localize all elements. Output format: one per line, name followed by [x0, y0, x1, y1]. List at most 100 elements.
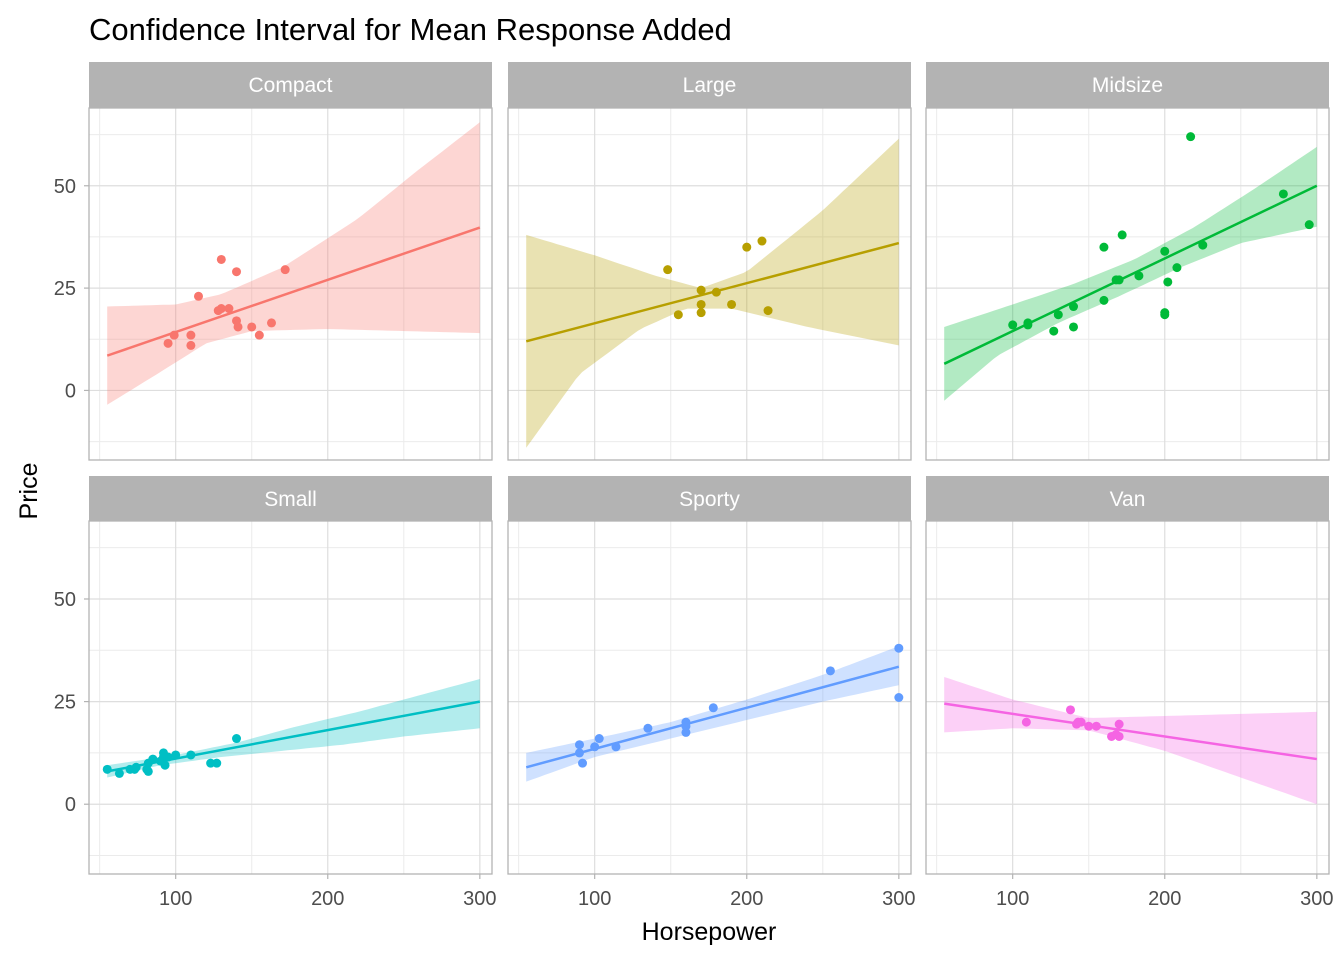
data-point [171, 750, 181, 760]
data-point [757, 236, 767, 246]
panel-background [508, 521, 911, 874]
data-point [1023, 318, 1033, 328]
facet-strip [926, 476, 1329, 522]
data-point [254, 330, 264, 340]
data-point [696, 285, 706, 295]
regression-line [943, 184, 1318, 365]
panel-background [926, 108, 1329, 460]
data-point [1163, 277, 1173, 287]
data-point [727, 299, 737, 309]
data-point [1160, 246, 1170, 256]
confidence-band [944, 677, 1317, 805]
data-point [216, 254, 226, 264]
data-point [574, 740, 584, 750]
panel-border [925, 107, 1330, 461]
panel-background [508, 108, 911, 460]
y-tick-label: 50 [54, 176, 76, 198]
facet-strip-label: Large [683, 74, 737, 97]
data-point [216, 304, 226, 314]
y-tick-label: 50 [54, 589, 76, 611]
data-point [1134, 271, 1144, 281]
data-point [1091, 721, 1101, 731]
x-tick-label: 100 [996, 888, 1029, 910]
facet-panels: Compact 0 25 50 Large Midsize Small 0 25 50 100 200… [54, 62, 1334, 910]
panel-border [507, 520, 912, 875]
data-point [114, 768, 124, 778]
data-point [163, 752, 173, 762]
data-point [894, 643, 904, 653]
facet-strip-label: Compact [248, 74, 332, 97]
data-point [1114, 275, 1124, 285]
x-tick-label: 300 [463, 888, 496, 910]
y-tick-label: 0 [65, 380, 76, 402]
data-point [1049, 326, 1059, 336]
data-point [708, 703, 718, 713]
data-point [894, 693, 904, 702]
chart-title: Confidence Interval for Mean Response Ad… [89, 12, 732, 47]
data-point [212, 758, 222, 768]
data-point [1053, 310, 1063, 320]
data-point [1172, 263, 1182, 273]
y-tick-label: 25 [54, 278, 76, 300]
data-point [280, 265, 290, 275]
facet-strip [926, 62, 1329, 108]
data-point [186, 340, 196, 350]
data-point [1099, 242, 1109, 252]
x-tick-label: 200 [730, 888, 763, 910]
data-point [1278, 189, 1288, 199]
facet-small: Small 0 25 50 100 200 300 [54, 476, 497, 910]
facet-compact: Compact 0 25 50 [54, 62, 493, 461]
data-point [643, 723, 653, 733]
facet-midsize: Midsize [925, 62, 1330, 461]
data-point [193, 291, 203, 301]
panel-background [89, 521, 492, 874]
data-point [1076, 717, 1086, 727]
x-axis-title: Horsepower [642, 918, 777, 946]
data-point [742, 242, 752, 252]
data-point [1186, 132, 1196, 142]
data-point [131, 762, 141, 772]
regression-line [106, 226, 481, 357]
data-point [233, 322, 243, 332]
facet-large: Large [507, 62, 912, 461]
panel-background [926, 521, 1329, 874]
data-point [266, 318, 276, 328]
panel-border [88, 107, 493, 461]
data-point [763, 306, 773, 316]
facet-strip [89, 62, 492, 108]
x-tick-label: 300 [1300, 888, 1333, 910]
panel-background [89, 108, 492, 460]
data-point [186, 750, 196, 760]
data-point [247, 322, 257, 332]
data-point [696, 299, 706, 309]
y-axis-title: Price [15, 463, 43, 520]
data-point [160, 760, 170, 770]
data-point [663, 265, 673, 275]
facet-strip-label: Sporty [679, 488, 740, 511]
regression-line [525, 665, 900, 769]
data-point [186, 330, 196, 340]
data-point [574, 748, 584, 758]
data-point [232, 267, 242, 277]
data-point [1160, 310, 1170, 320]
data-point [681, 727, 691, 737]
facet-strip [508, 476, 911, 522]
data-point [163, 338, 173, 348]
data-point [711, 287, 721, 297]
data-point [673, 310, 683, 320]
data-point [681, 721, 691, 731]
data-point [1084, 721, 1094, 731]
data-point [1304, 220, 1314, 230]
x-tick-label: 100 [578, 888, 611, 910]
confidence-band [107, 122, 480, 405]
y-tick-label: 0 [65, 794, 76, 816]
data-point [143, 766, 153, 776]
data-point [1021, 717, 1031, 727]
x-tick-label: 300 [882, 888, 915, 910]
panel-border [88, 520, 493, 875]
data-point [1114, 731, 1124, 741]
data-point [1198, 240, 1208, 250]
facet-strip-label: Van [1110, 488, 1146, 511]
data-point [224, 304, 234, 314]
